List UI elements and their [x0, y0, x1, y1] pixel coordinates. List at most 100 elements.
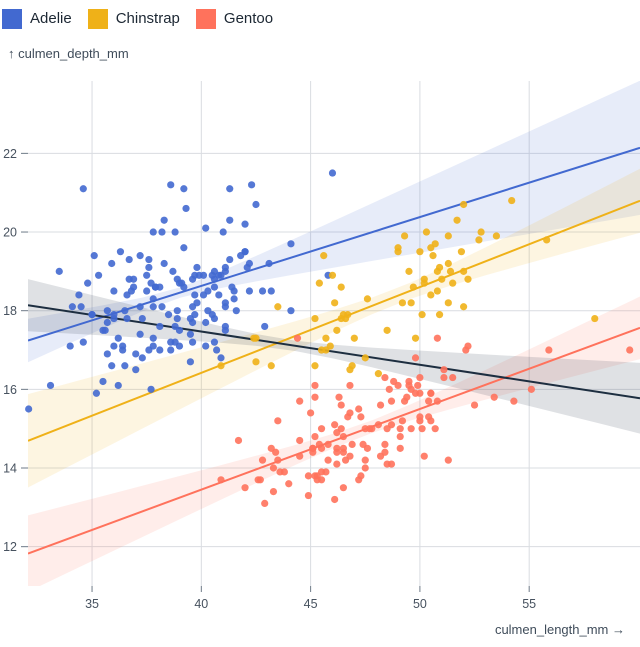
scatter-dot	[409, 283, 417, 291]
y-tick-label: 12	[3, 540, 17, 554]
scatter-dot	[234, 436, 243, 445]
chinstrap-swatch-icon	[87, 8, 108, 29]
x-tick-label: 45	[304, 597, 318, 611]
scatter-dot	[381, 440, 389, 449]
scatter-dot	[348, 440, 356, 449]
scatter-dot	[444, 232, 452, 240]
scatter-dot	[403, 393, 411, 401]
scatter-dot	[490, 393, 498, 401]
scatter-dot	[77, 303, 85, 311]
scatter-dot	[145, 346, 153, 354]
scatter-dot	[626, 346, 634, 354]
scatter-dot	[346, 381, 354, 390]
scatter-dot	[267, 362, 275, 370]
scatter-dot	[311, 314, 319, 323]
scatter-dot	[156, 346, 164, 354]
scatter-dot	[285, 480, 293, 488]
scatter-dot	[400, 232, 409, 240]
scatter-dot	[420, 452, 428, 460]
scatter-dot	[230, 287, 238, 295]
scatter-dot	[307, 409, 315, 417]
x-tick-label: 50	[413, 597, 427, 611]
scatter-dot	[383, 326, 391, 334]
y-tick-label: 22	[3, 147, 17, 161]
scatter-dot	[383, 460, 391, 468]
scatter-dot	[75, 291, 83, 299]
scatter-dots	[25, 169, 634, 508]
scatter-dot	[103, 350, 111, 358]
scatter-dot	[296, 436, 304, 445]
scatter-dot	[328, 271, 337, 279]
regression-line	[28, 199, 640, 442]
scatter-dot	[411, 389, 420, 397]
scatter-dot	[136, 252, 144, 260]
scatter-dot	[411, 354, 420, 362]
scatter-dot	[337, 425, 345, 433]
scatter-dot	[156, 322, 164, 331]
axes: 12 14 16 18 20 22 35 40 45 50 55	[3, 147, 536, 611]
scatter-dot	[396, 425, 404, 433]
scatter-dot	[215, 291, 223, 299]
scatter-dot	[383, 425, 391, 433]
scatter-dot	[427, 389, 435, 397]
y-tick-label: 18	[3, 304, 17, 318]
scatter-dot	[245, 259, 254, 268]
scatter-dot	[433, 287, 441, 295]
scatter-dot	[180, 244, 188, 252]
scatter-dot	[230, 295, 238, 303]
scatter-dot	[333, 326, 341, 334]
scatter-dot	[145, 255, 153, 264]
scatter-dot	[199, 291, 208, 299]
scatter-dot	[241, 484, 249, 492]
scatter-dot	[182, 204, 190, 213]
scatter-dot	[385, 385, 393, 393]
scatter-dot	[267, 287, 275, 295]
scatter-dot	[191, 311, 199, 319]
scatter-dot	[103, 318, 111, 327]
scatter-dot	[449, 279, 457, 287]
scatter-dot	[420, 279, 428, 287]
scatter-dot	[398, 299, 407, 307]
scatter-dot	[46, 381, 55, 390]
scatter-dot	[110, 314, 118, 323]
scatter-dot	[221, 263, 229, 272]
x-tick-label: 40	[194, 597, 208, 611]
scatter-dot	[149, 334, 157, 342]
scatter-dot	[108, 259, 116, 268]
scatter-dot	[381, 448, 389, 456]
scatter-dot	[136, 330, 144, 338]
scatter-dot	[226, 255, 234, 264]
scatter-dot	[543, 236, 551, 244]
scatter-dot	[79, 185, 87, 193]
scatter-dot	[475, 236, 483, 244]
x-axis-title: culmen_length_mm →	[494, 622, 625, 637]
scatter-dot	[125, 255, 133, 264]
scatter-dot	[339, 448, 347, 456]
scatter-dot	[232, 307, 240, 315]
scatter-dot	[453, 216, 461, 224]
scatter-dot	[355, 476, 363, 484]
scatter-dot	[287, 307, 295, 315]
scatter-dot	[335, 393, 343, 401]
scatter-dot	[210, 338, 219, 346]
adelie-swatch-icon	[2, 8, 22, 29]
x-tick-label: 55	[522, 597, 536, 611]
y-tick-label: 16	[3, 383, 17, 397]
scatter-dot	[103, 307, 111, 315]
scatter-dot	[446, 267, 455, 275]
scatter-dot	[418, 425, 426, 433]
scatter-dot	[132, 350, 140, 358]
scatter-dot	[416, 373, 424, 382]
scatter-dot	[440, 373, 448, 382]
scatter-dot	[171, 322, 179, 331]
y-tick-label: 14	[3, 462, 17, 476]
scatter-dot	[357, 413, 365, 421]
scatter-dot	[210, 267, 219, 275]
scatter-dot	[202, 342, 210, 350]
scatter-dot	[188, 338, 197, 346]
scatter-dot	[149, 295, 157, 303]
scatter-dot	[90, 252, 98, 260]
regression-line	[28, 326, 640, 555]
